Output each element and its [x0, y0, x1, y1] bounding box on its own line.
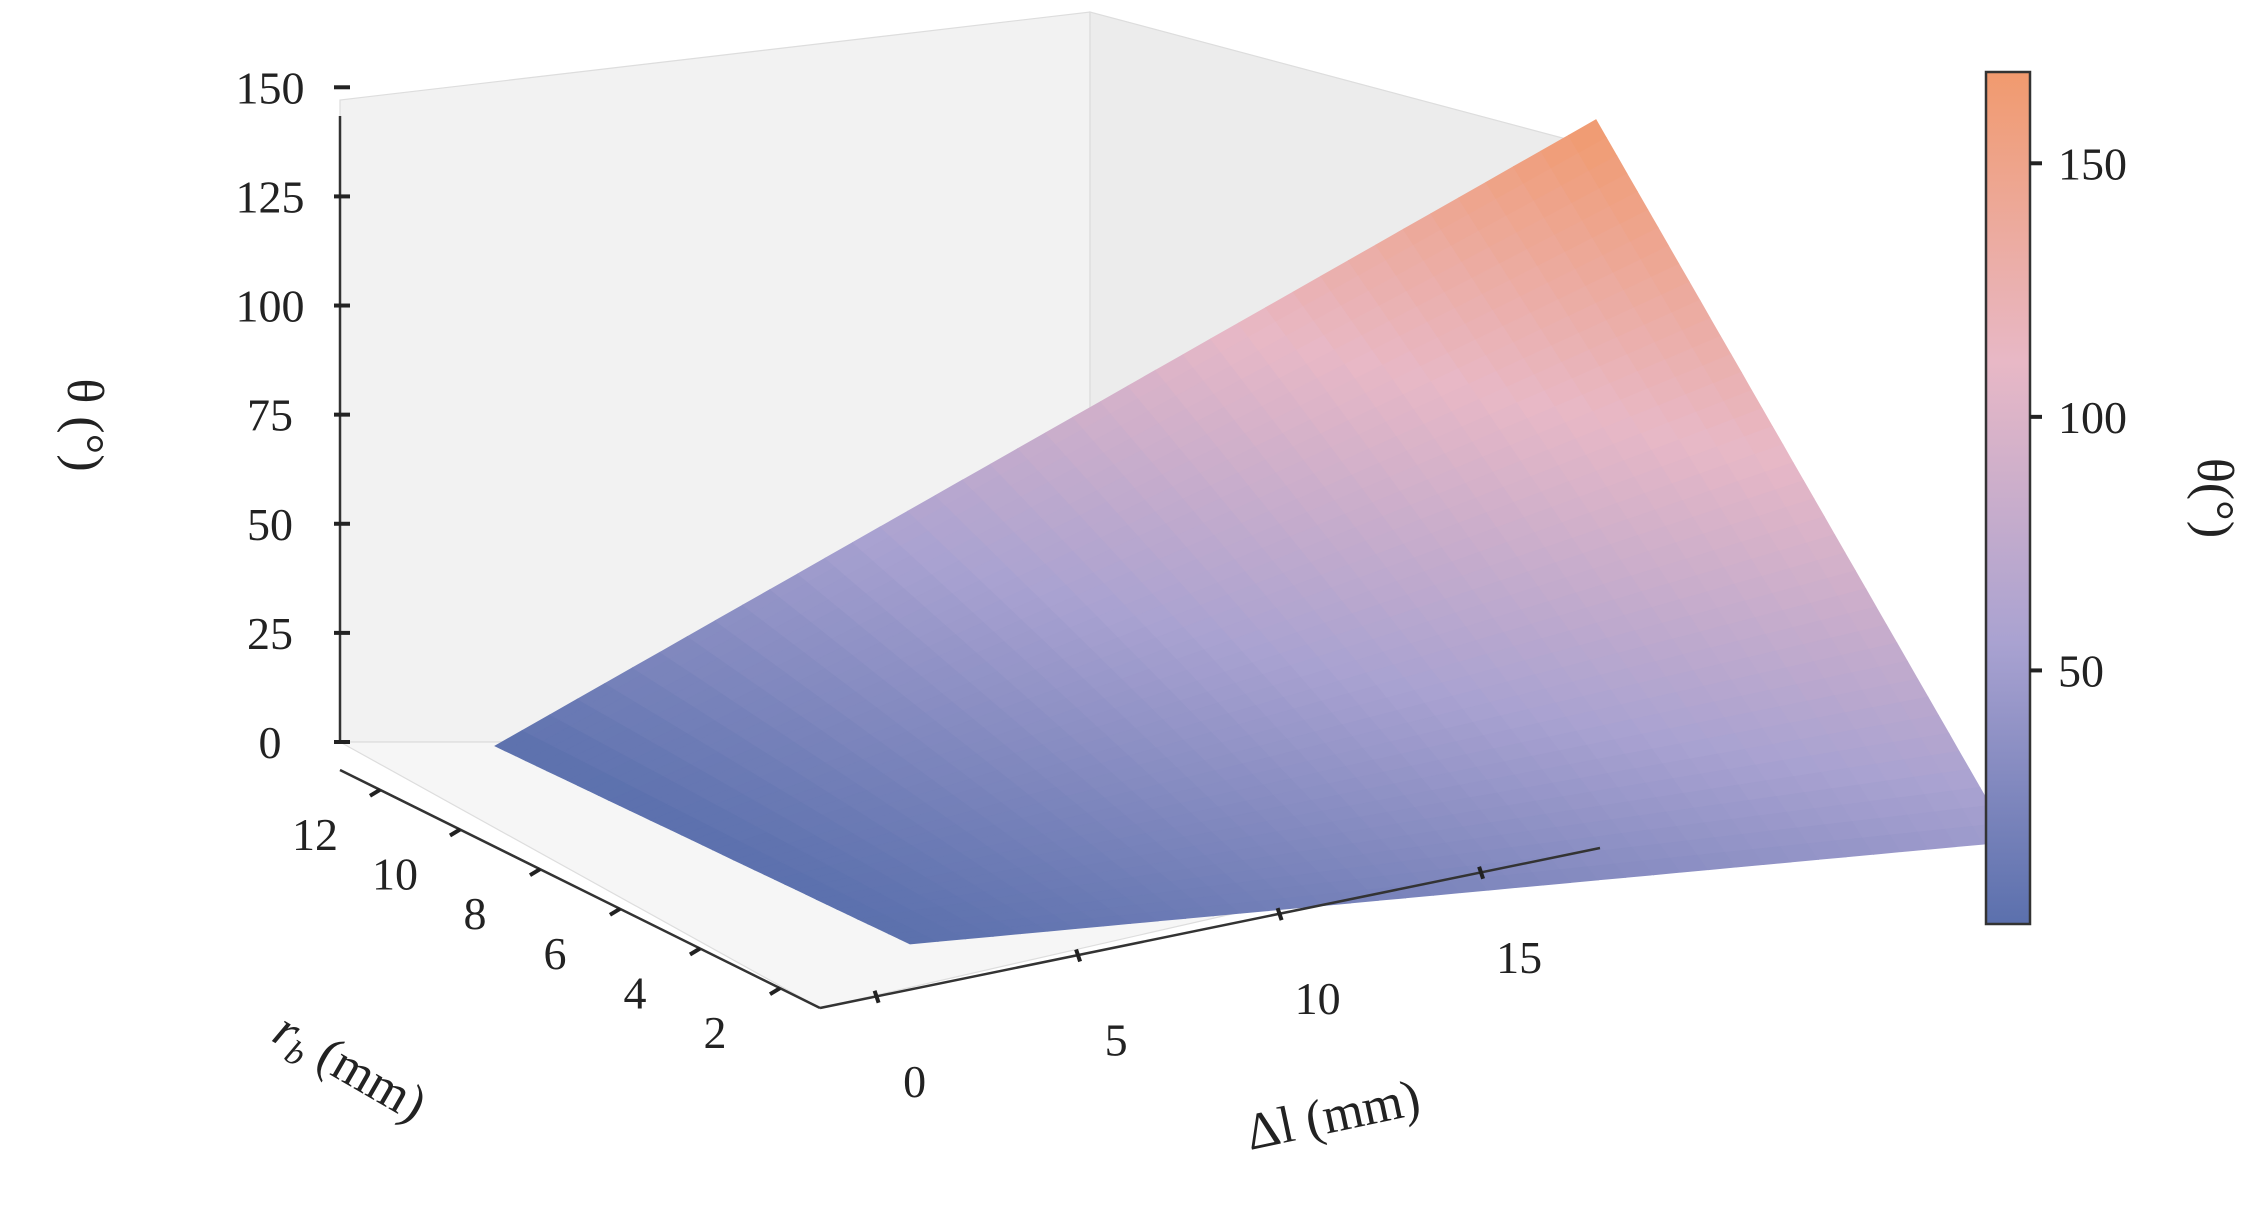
x-tick-label: 10: [1295, 973, 1341, 1024]
x-axis-title: Δl (mm): [1241, 1069, 1425, 1161]
x-tick-label: 5: [1105, 1014, 1128, 1065]
y-tick-label: 10: [372, 849, 418, 900]
surface-plot: [494, 119, 2012, 945]
y-tick-label: 12: [292, 809, 338, 860]
z-tick-label: 0: [259, 717, 282, 768]
y-tick-label: 6: [544, 928, 567, 979]
y-tick-mark: [368, 788, 382, 798]
y-tick-label: 4: [624, 968, 647, 1019]
z-tick-label: 75: [247, 390, 293, 441]
colorbar-title: θ(°): [2186, 458, 2243, 538]
y-axis-line: [339, 768, 821, 1010]
y-tick-mark: [688, 946, 702, 957]
z-axis: 0 25 50 75 100 125 150: [236, 62, 350, 768]
x-tick-label: 15: [1496, 932, 1542, 983]
z-tick-label: 125: [236, 171, 305, 222]
y-tick-mark: [528, 867, 542, 877]
y-axis-title: rb (mm): [261, 1001, 436, 1138]
y-tick-label: 8: [464, 888, 487, 939]
colorbar-tick-label: 150: [2058, 138, 2127, 189]
z-tick-label: 150: [236, 62, 305, 113]
y-tick-label: 2: [704, 1007, 727, 1058]
colorbar: [1984, 70, 2032, 926]
x-tick-mark: [1275, 907, 1284, 921]
y-tick-mark: [608, 907, 622, 917]
y-axis-title-unit: (mm): [296, 1020, 436, 1134]
z-axis-title: θ (°): [56, 378, 113, 471]
y-tick-mark: [448, 827, 462, 838]
z-tick-label: 25: [247, 608, 293, 659]
colorbar-ticks: 50 100 150: [2030, 138, 2127, 696]
colorbar-tick-label: 100: [2058, 392, 2127, 443]
x-tick-mark: [872, 990, 881, 1004]
colorbar-tick-label: 50: [2058, 645, 2104, 696]
x-tick-mark: [1477, 866, 1485, 880]
y-axis: 2 4 6 8 10 12: [292, 768, 821, 1058]
z-tick-label: 50: [247, 499, 293, 550]
y-tick-mark: [768, 986, 782, 996]
z-tick-label: 100: [236, 281, 305, 332]
x-tick-mark: [1074, 948, 1082, 963]
x-tick-label: 0: [903, 1056, 926, 1107]
x-axis: 0 5 10 15: [819, 846, 1601, 1107]
x-axis-line: [819, 846, 1601, 1010]
